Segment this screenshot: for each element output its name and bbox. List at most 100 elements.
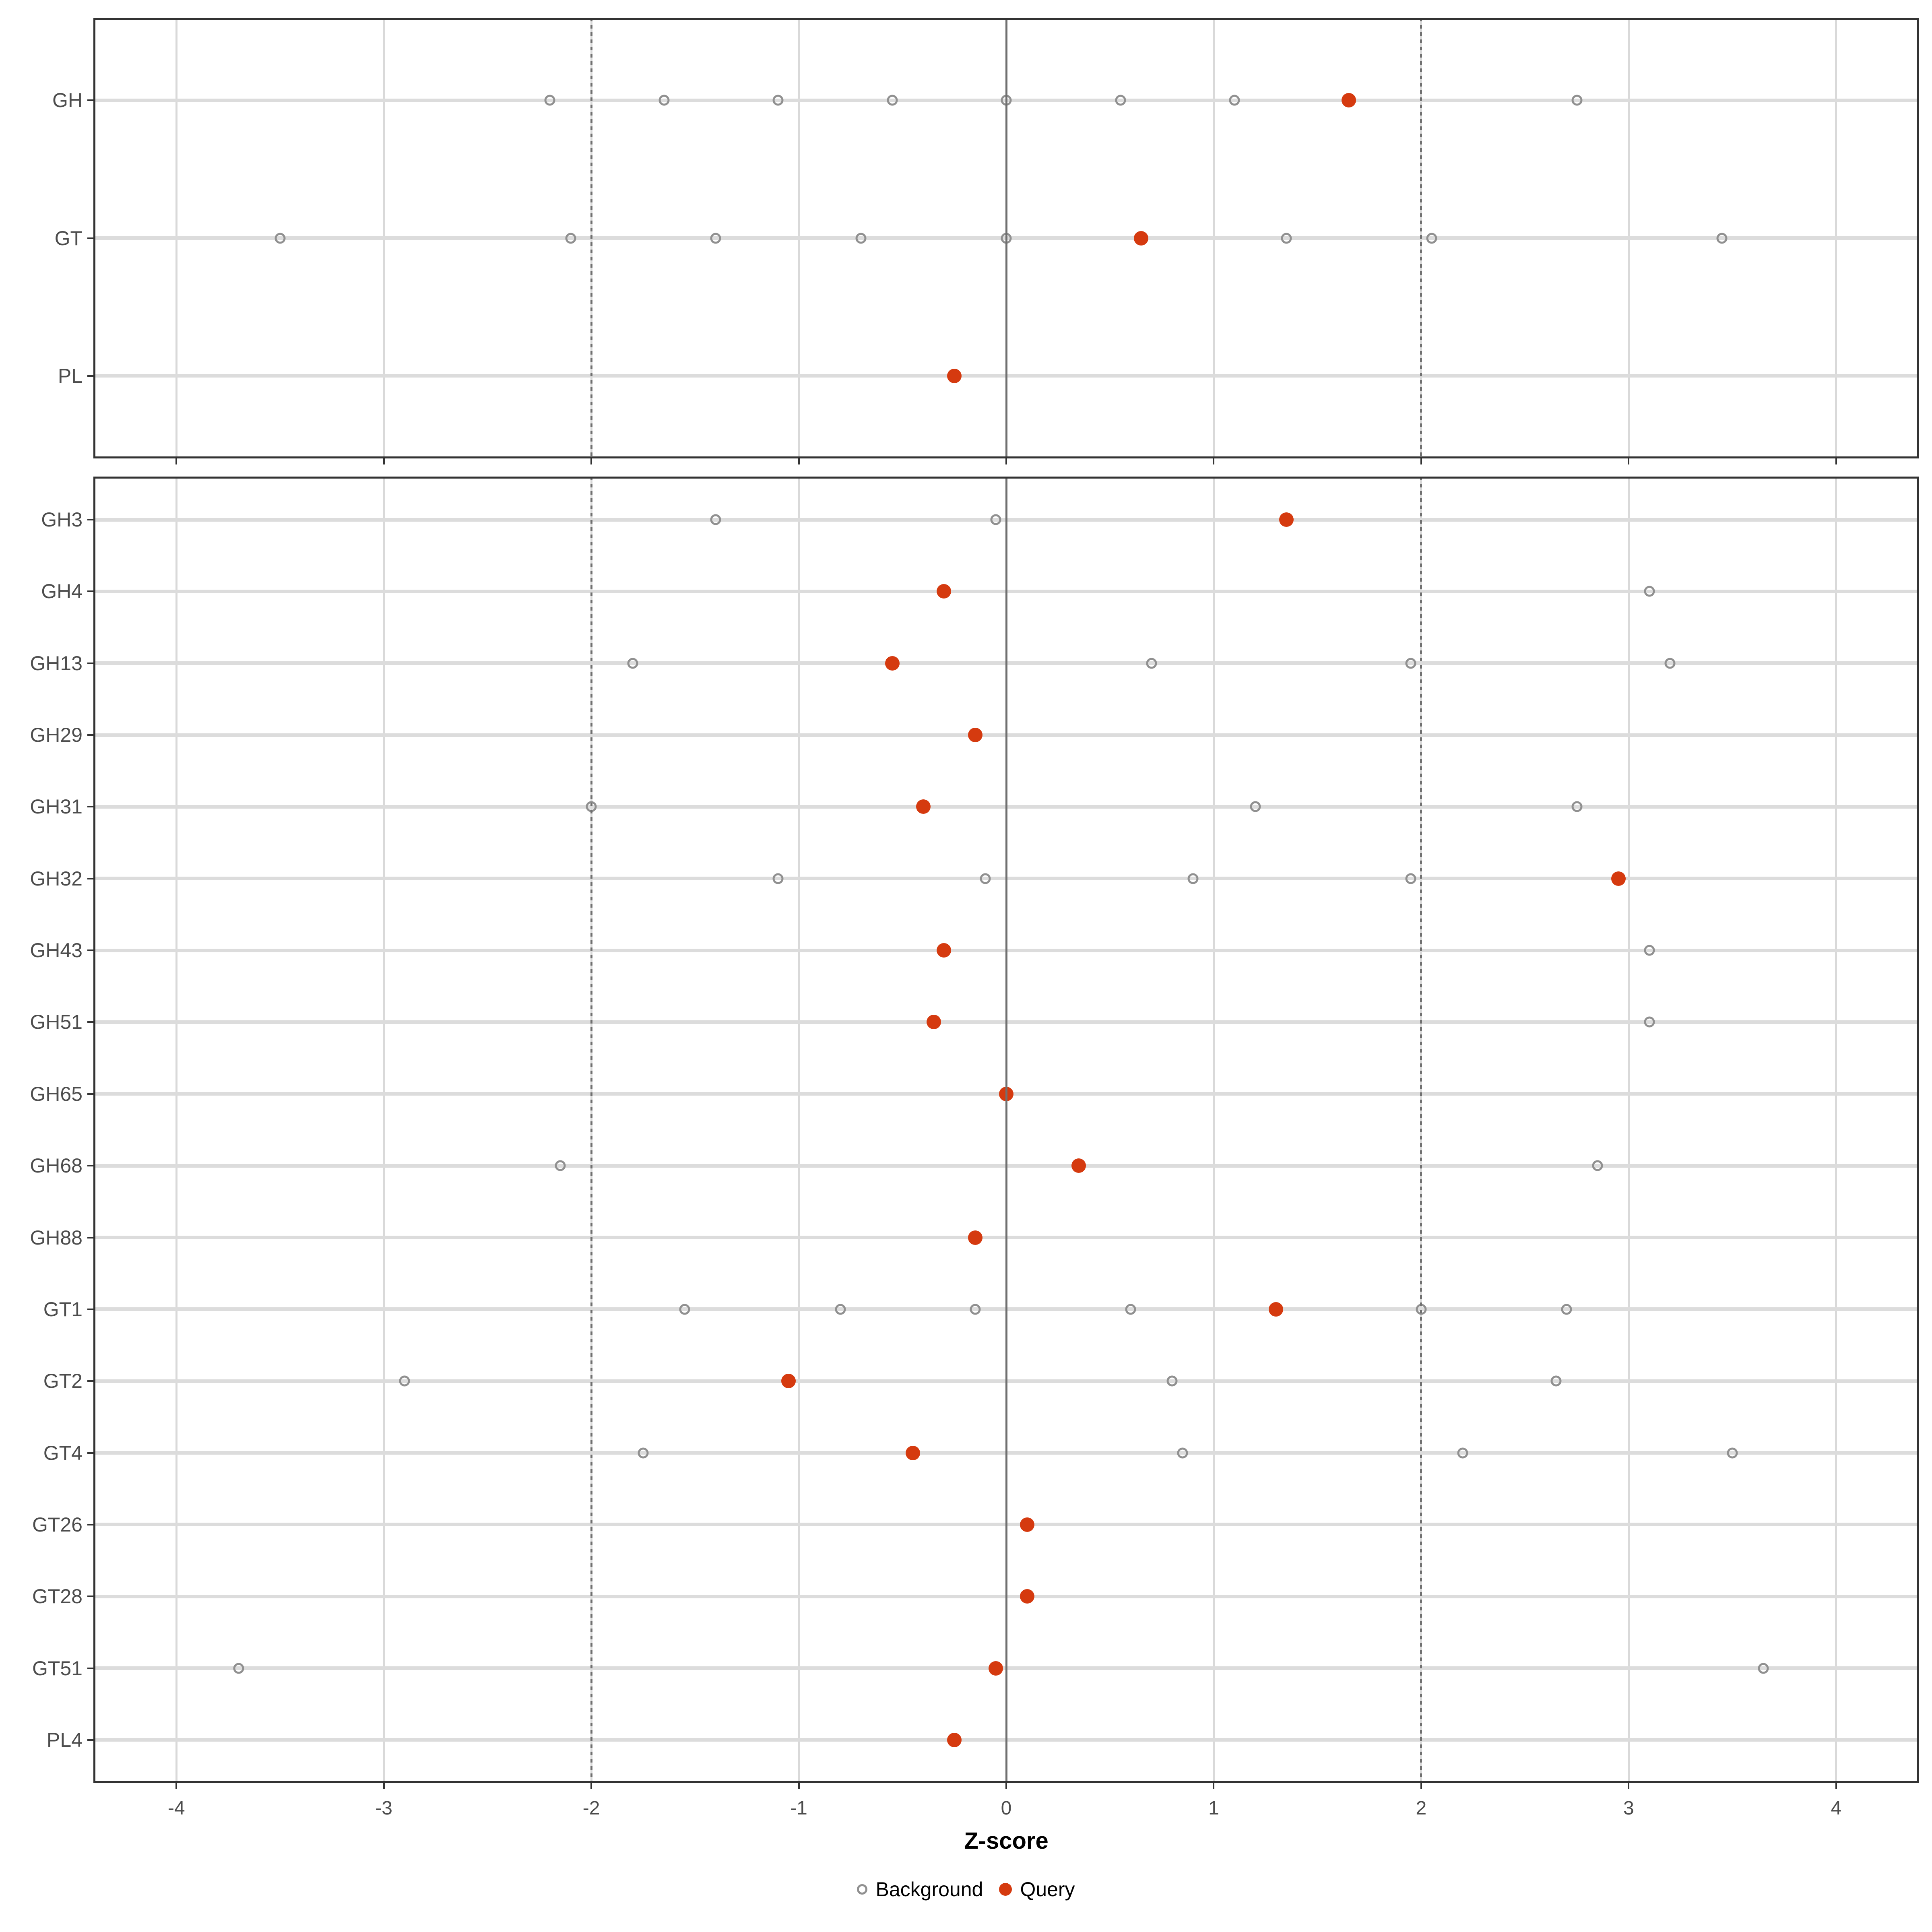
y-axis-tick [87, 519, 93, 520]
x-axis-tick [1005, 1783, 1007, 1789]
background-point [1146, 658, 1157, 669]
background-point [555, 1160, 566, 1171]
background-point [1125, 1304, 1136, 1315]
background-point [1405, 873, 1416, 884]
y-axis-tick [87, 806, 93, 808]
y-axis-label: GH29 [30, 724, 83, 747]
threshold-reference-line [590, 477, 592, 1783]
x-tick-label: -1 [790, 1798, 807, 1819]
x-axis-tick [383, 458, 385, 464]
x-axis-tick [1628, 458, 1630, 464]
y-axis-tick [87, 1093, 93, 1095]
legend-label-background: Background [875, 1878, 983, 1901]
x-axis-tick [1835, 1783, 1837, 1789]
background-point [1716, 233, 1728, 244]
y-axis-label: GT [54, 227, 83, 250]
background-point [1457, 1447, 1468, 1459]
y-axis-label: GH13 [30, 652, 83, 675]
x-tick-label: 2 [1416, 1798, 1427, 1819]
x-tick-label: 1 [1208, 1798, 1219, 1819]
query-point [926, 1015, 941, 1030]
query-point [906, 1445, 921, 1460]
x-axis-tick [175, 458, 178, 464]
y-axis-tick [87, 1596, 93, 1598]
y-axis-tick [87, 877, 93, 879]
background-point [1166, 1375, 1178, 1387]
background-point [887, 95, 898, 106]
background-point [638, 1447, 649, 1459]
x-tick-label: 0 [1001, 1798, 1012, 1819]
query-point [947, 1732, 962, 1747]
zero-reference-line [1005, 18, 1007, 458]
y-axis-tick [87, 1308, 93, 1310]
background-point [835, 1304, 846, 1315]
background-point [233, 1663, 244, 1674]
background-point [1550, 1375, 1562, 1387]
background-point [1405, 658, 1416, 669]
open-circle-icon [857, 1884, 868, 1895]
x-axis-title: Z-score [964, 1828, 1049, 1854]
y-axis-label: GH4 [41, 580, 83, 603]
gridline [383, 477, 385, 1783]
y-axis-tick [87, 1380, 93, 1382]
y-axis-label: PL [58, 364, 83, 387]
background-point [1571, 801, 1582, 812]
y-axis-tick [87, 1667, 93, 1669]
background-point [1758, 1663, 1769, 1674]
background-point [1664, 658, 1676, 669]
y-axis-label: GH51 [30, 1011, 83, 1034]
y-axis-tick [87, 949, 93, 952]
background-point [1592, 1160, 1603, 1171]
query-point [885, 656, 900, 671]
x-axis-tick [1420, 1783, 1422, 1789]
y-axis-label: GT1 [43, 1298, 83, 1321]
x-axis-tick [798, 458, 800, 464]
y-axis-label: GH31 [30, 795, 83, 818]
background-point [1571, 95, 1582, 106]
background-point [275, 233, 286, 244]
x-axis-tick [1835, 458, 1837, 464]
background-point [990, 514, 1001, 525]
background-point [772, 95, 784, 106]
query-point [1279, 512, 1294, 527]
y-axis-label: GT2 [43, 1370, 83, 1393]
x-tick-label: -3 [375, 1798, 392, 1819]
background-point [679, 1304, 690, 1315]
filled-circle-icon [999, 1883, 1012, 1896]
background-point [1644, 1016, 1655, 1028]
background-point [1250, 801, 1261, 812]
query-point [1611, 871, 1626, 886]
threshold-reference-line [590, 18, 592, 458]
y-axis-tick [87, 1452, 93, 1454]
x-tick-label: 3 [1623, 1798, 1634, 1819]
background-point [1727, 1447, 1738, 1459]
y-axis-label: GH32 [30, 867, 83, 890]
x-axis-tick [590, 1783, 592, 1789]
x-axis-tick [1005, 458, 1007, 464]
gridline [798, 477, 800, 1783]
query-point [1071, 1158, 1086, 1173]
y-axis-tick [87, 1523, 93, 1525]
x-tick-label: 4 [1831, 1798, 1842, 1819]
background-point [980, 873, 991, 884]
background-point [1177, 1447, 1188, 1459]
query-point [1134, 231, 1149, 246]
y-axis-tick [87, 237, 93, 239]
y-axis-label: GT28 [32, 1585, 83, 1608]
query-point [1020, 1589, 1034, 1604]
x-tick-label: -2 [582, 1798, 600, 1819]
background-point [1281, 233, 1292, 244]
gridline [175, 477, 178, 1783]
x-axis-tick [1213, 458, 1215, 464]
y-axis-tick [87, 375, 93, 377]
x-axis-tick [1213, 1783, 1215, 1789]
y-axis-tick [87, 1021, 93, 1023]
y-axis-tick [87, 1165, 93, 1167]
y-axis-label: GH88 [30, 1226, 83, 1249]
y-axis-tick [87, 99, 93, 101]
query-point [968, 1230, 983, 1245]
background-point [1115, 95, 1126, 106]
x-axis-tick [1628, 1783, 1630, 1789]
query-point [937, 943, 952, 958]
